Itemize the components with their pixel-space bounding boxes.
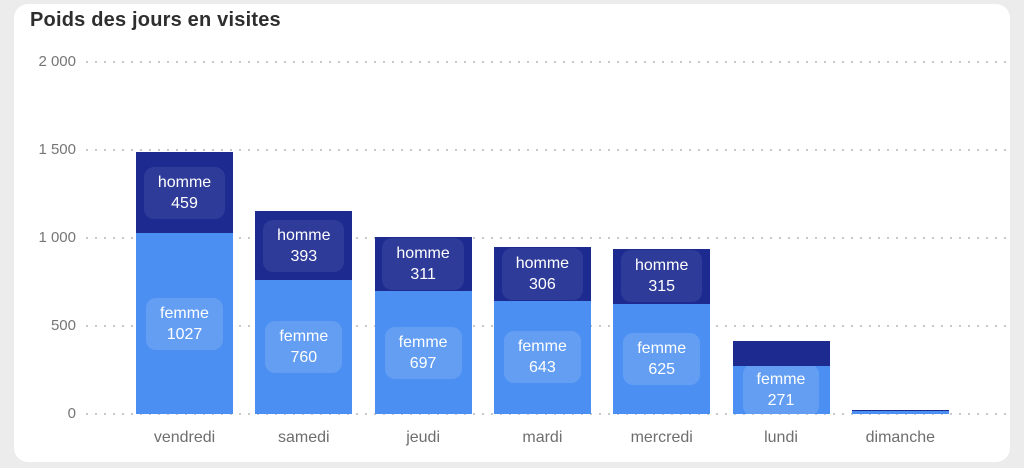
x-axis-label-dimanche: dimanche bbox=[865, 429, 935, 446]
bar-label-value: 315 bbox=[648, 278, 676, 296]
bar-segment-femme-mardi[interactable]: femme 643 bbox=[493, 300, 591, 414]
bar-segment-homme-lundi[interactable] bbox=[732, 340, 830, 367]
bar-segment-femme-vendredi[interactable]: femme 1027 bbox=[136, 233, 233, 414]
x-axis-label-lundi: lundi bbox=[764, 429, 798, 446]
bar-label-homme-samedi: homme 393 bbox=[263, 219, 345, 272]
bar-segment-femme-jeudi[interactable]: femme 697 bbox=[374, 291, 472, 414]
x-axis-label-mardi: mardi bbox=[522, 429, 563, 446]
bar-label-femme-jeudi: femme 697 bbox=[384, 326, 462, 379]
bar-label-value: 760 bbox=[290, 349, 318, 367]
gridline-3 bbox=[86, 149, 1008, 151]
gridline-4 bbox=[86, 61, 1008, 63]
bar-segment-femme-samedi[interactable]: femme 760 bbox=[255, 280, 353, 414]
bar-label-value: 271 bbox=[767, 392, 795, 410]
bar-label-homme-mercredi: homme 315 bbox=[621, 250, 703, 303]
x-axis-label-vendredi: vendredi bbox=[153, 429, 216, 446]
gridline-0 bbox=[86, 413, 1008, 415]
bar-segment-homme-mardi[interactable]: homme 306 bbox=[493, 246, 591, 301]
x-axis-label-samedi: samedi bbox=[278, 429, 330, 446]
bar-label-value: 459 bbox=[171, 194, 198, 212]
bar-label-series-name: homme bbox=[515, 254, 570, 272]
bar-label-series-name: femme bbox=[756, 371, 806, 389]
bar-label-femme-mercredi: femme 625 bbox=[623, 333, 701, 385]
y-axis-tick-label: 2 000 bbox=[38, 53, 76, 70]
bar-label-value: 393 bbox=[290, 247, 318, 265]
bar-segment-homme-dimanche[interactable] bbox=[851, 409, 949, 412]
bar-segment-homme-samedi[interactable]: homme 393 bbox=[255, 211, 353, 281]
bar-label-homme-vendredi: homme 459 bbox=[143, 166, 226, 219]
bar-label-value: 697 bbox=[409, 354, 437, 372]
bar-label-series-name: homme bbox=[157, 173, 212, 191]
chart-card: Poids des jours en visites 0 500 1 000 1 50… bbox=[14, 4, 1010, 462]
bar-label-value: 1027 bbox=[166, 325, 203, 343]
gridline-2 bbox=[86, 237, 1008, 239]
bar-label-series-name: homme bbox=[635, 257, 689, 275]
bar-label-value: 311 bbox=[410, 265, 436, 283]
y-axis-tick-label: 1 000 bbox=[38, 229, 76, 246]
y-axis-tick-label: 1 500 bbox=[38, 141, 76, 158]
bar-label-series-name: homme bbox=[277, 226, 331, 244]
bar-label-homme-mardi: homme 306 bbox=[501, 247, 584, 300]
bar-segment-femme-dimanche[interactable] bbox=[851, 411, 949, 414]
bar-label-femme-vendredi: femme 1027 bbox=[146, 297, 223, 350]
y-axis-tick-label: 500 bbox=[50, 317, 76, 334]
x-axis-label-mercredi: mercredi bbox=[630, 429, 693, 446]
bar-label-series-name: homme bbox=[396, 244, 450, 262]
bar-label-series-name: femme bbox=[279, 328, 329, 346]
bar-label-series-name: femme bbox=[160, 304, 209, 322]
bar-chart: 0 500 1 000 1 500 2 000 femme 1027 homme 459 vend… bbox=[14, 4, 1010, 462]
bar-label-homme-jeudi: homme 311 bbox=[382, 237, 464, 290]
x-axis-label-jeudi: jeudi bbox=[406, 429, 440, 446]
bar-segment-homme-mercredi[interactable]: homme 315 bbox=[613, 248, 711, 304]
bar-label-series-name: femme bbox=[517, 338, 567, 356]
bar-label-series-name: femme bbox=[398, 333, 448, 351]
y-axis-tick-label: 0 bbox=[67, 405, 76, 422]
bar-label-femme-lundi: femme 271 bbox=[742, 364, 820, 417]
bar-label-femme-mardi: femme 643 bbox=[503, 331, 581, 384]
bar-segment-homme-jeudi[interactable]: homme 311 bbox=[374, 236, 472, 292]
bar-label-value: 306 bbox=[529, 275, 556, 293]
bar-segment-femme-lundi[interactable]: femme 271 bbox=[732, 364, 830, 417]
bar-label-femme-samedi: femme 760 bbox=[265, 321, 343, 374]
chart-title: Poids des jours en visites bbox=[30, 9, 281, 31]
bar-segment-homme-vendredi[interactable]: homme 459 bbox=[136, 152, 233, 234]
bar-label-value: 625 bbox=[648, 361, 676, 378]
bar-label-series-name: femme bbox=[637, 340, 687, 357]
bar-segment-femme-mercredi[interactable]: femme 625 bbox=[613, 304, 711, 414]
bar-label-value: 643 bbox=[529, 359, 556, 377]
